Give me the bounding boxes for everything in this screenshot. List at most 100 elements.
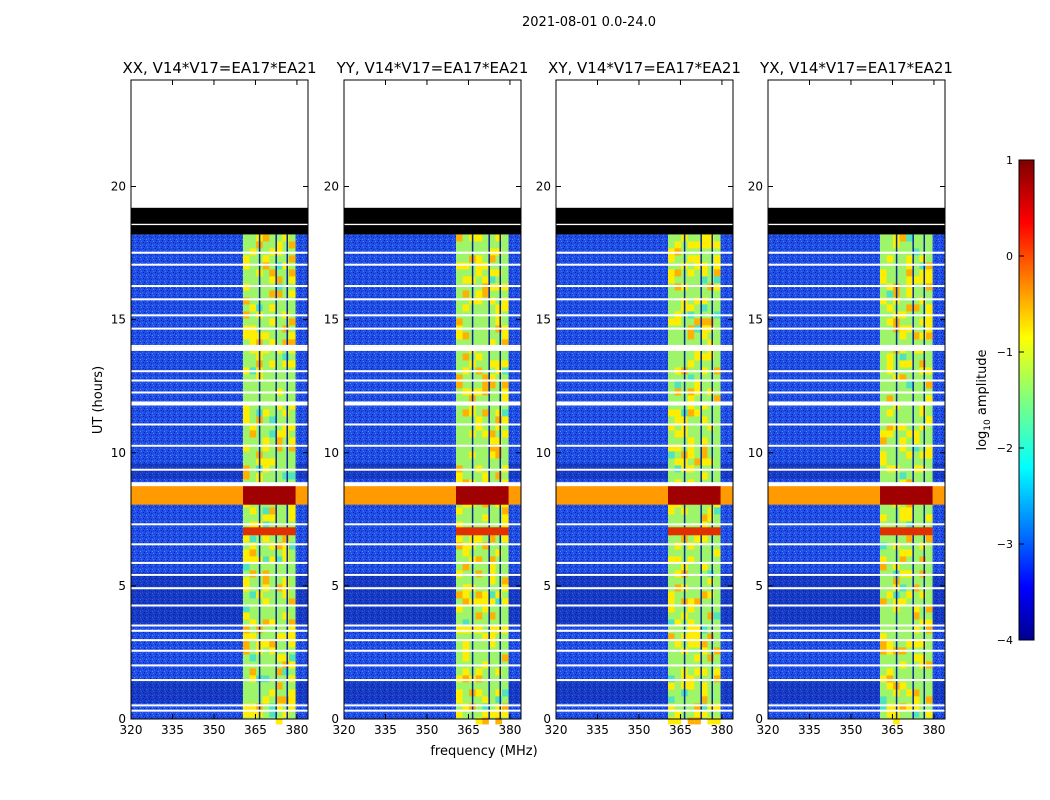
flag-stripe (131, 391, 308, 394)
panel-3-title: XY, V14*V17=EA17*EA21 (548, 59, 741, 77)
flag-stripe (344, 704, 521, 707)
panels-group: XX, V14*V17=EA17*EA21 320 335 350 365 380 0 5 10… (111, 59, 953, 737)
flag-stripe (131, 624, 308, 627)
panel-2-image (344, 207, 521, 725)
band-patch (694, 598, 701, 606)
band-patch (687, 633, 695, 641)
band-patch (700, 304, 708, 312)
band-patch (488, 430, 496, 438)
band-patch (501, 598, 509, 606)
x-tick-label: 320 (757, 723, 780, 737)
band-patch (288, 675, 296, 683)
band-patch (694, 262, 701, 270)
band-patch (668, 703, 675, 711)
band-patch (475, 612, 483, 620)
band-patch (886, 675, 894, 683)
band-patch (925, 444, 933, 452)
band-patch (886, 353, 894, 361)
band-patch (282, 542, 289, 550)
band-patch (668, 633, 675, 641)
band-patch (694, 717, 701, 725)
band-patch (243, 703, 250, 711)
band-patch (288, 640, 296, 648)
band-patch (249, 619, 257, 627)
band-patch (906, 703, 913, 711)
band-patch (707, 612, 714, 620)
band-patch (475, 262, 483, 270)
band-patch (925, 304, 933, 312)
band-patch (674, 318, 682, 326)
band-patch (906, 640, 913, 648)
band-patch (482, 598, 489, 606)
band-patch (886, 318, 894, 326)
flag-stripe (556, 314, 733, 317)
colorbar-ticks: 1 0 −1 −2 −3 −4 (997, 154, 1024, 647)
panel-4-image (768, 207, 945, 725)
band-patch (475, 717, 483, 725)
band-patch (919, 402, 926, 410)
band-patch (700, 318, 708, 326)
band-patch (269, 640, 276, 648)
band-patch (249, 507, 257, 515)
band-patch (249, 591, 257, 599)
band-patch (282, 430, 289, 438)
band-patch (243, 563, 250, 571)
band-patch (694, 710, 701, 718)
flag-stripe (556, 629, 733, 632)
x-tick-label: 335 (798, 723, 821, 737)
y-tick-label: 15 (536, 313, 551, 327)
band-patch (674, 556, 682, 564)
flag-stripe (344, 629, 521, 632)
flag-stripe (344, 298, 521, 301)
band-patch (269, 360, 276, 368)
rfi-event-tail (456, 527, 509, 536)
band-patch (925, 269, 933, 277)
band-patch (462, 549, 470, 557)
band-patch (482, 262, 489, 270)
band-patch (495, 304, 502, 312)
band-patch (886, 255, 894, 263)
colorbar-gradient (1018, 159, 1035, 641)
band-patch (707, 234, 714, 242)
band-patch (243, 262, 250, 270)
band-patch (456, 605, 463, 613)
band-patch (288, 255, 296, 263)
band-patch (687, 675, 695, 683)
colorbar-tick-label: −3 (997, 538, 1013, 551)
band-patch (700, 353, 708, 361)
band-patch (899, 472, 907, 480)
x-tick-label: 335 (586, 723, 609, 737)
band-patch (668, 269, 675, 277)
band-patch (262, 535, 270, 543)
band-patch (886, 430, 894, 438)
band-patch (668, 255, 675, 263)
band-patch (707, 318, 714, 326)
band-patch (482, 374, 489, 382)
band-patch (475, 297, 483, 305)
band-patch (886, 360, 894, 368)
band-patch (488, 451, 496, 459)
band-patch (456, 318, 463, 326)
band-patch (501, 430, 509, 438)
x-tick-label: 335 (374, 723, 397, 737)
band-patch (700, 416, 708, 424)
band-patch (919, 409, 926, 417)
flag-stripe (768, 629, 945, 632)
band-patch (495, 234, 502, 242)
figure-suptitle: 2021-08-01 0.0-24.0 (522, 15, 656, 30)
rfi-event-tail (880, 527, 933, 536)
flagged-block (131, 225, 308, 235)
band-patch (674, 444, 682, 452)
band-patch (275, 556, 283, 564)
band-patch (249, 654, 257, 662)
band-patch (700, 682, 708, 690)
flag-gap (344, 401, 521, 406)
flag-stripe (131, 379, 308, 382)
band-patch (275, 703, 283, 711)
band-patch (694, 381, 701, 389)
flag-stripe (768, 379, 945, 382)
y-tick-label: 0 (543, 712, 551, 726)
band-patch (668, 507, 675, 515)
flag-stripe (556, 251, 733, 254)
